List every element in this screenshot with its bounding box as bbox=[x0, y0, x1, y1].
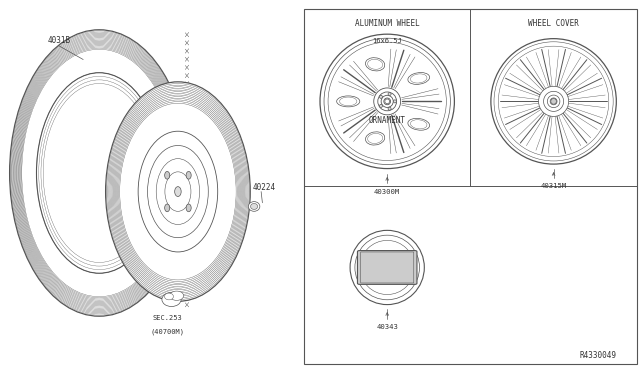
Ellipse shape bbox=[381, 95, 393, 108]
Ellipse shape bbox=[186, 204, 191, 212]
Ellipse shape bbox=[164, 293, 173, 300]
Text: 16x6.5J: 16x6.5J bbox=[372, 38, 402, 44]
Ellipse shape bbox=[543, 92, 564, 111]
Ellipse shape bbox=[360, 240, 414, 295]
Ellipse shape bbox=[394, 100, 396, 103]
Ellipse shape bbox=[380, 105, 383, 108]
Ellipse shape bbox=[538, 86, 569, 116]
Ellipse shape bbox=[162, 292, 181, 307]
Ellipse shape bbox=[170, 291, 184, 301]
Text: 40300M: 40300M bbox=[374, 189, 401, 195]
Ellipse shape bbox=[164, 204, 170, 212]
FancyBboxPatch shape bbox=[357, 251, 417, 284]
Ellipse shape bbox=[551, 99, 556, 104]
Ellipse shape bbox=[408, 73, 429, 84]
Ellipse shape bbox=[550, 98, 557, 105]
Text: WHEEL COVER: WHEEL COVER bbox=[528, 19, 579, 28]
Ellipse shape bbox=[156, 158, 200, 225]
Ellipse shape bbox=[494, 42, 613, 161]
Bar bbox=[304, 9, 637, 364]
Ellipse shape bbox=[388, 93, 391, 96]
Ellipse shape bbox=[408, 118, 429, 130]
Ellipse shape bbox=[337, 96, 360, 107]
Ellipse shape bbox=[365, 58, 385, 71]
Ellipse shape bbox=[175, 187, 181, 196]
Ellipse shape bbox=[164, 171, 170, 179]
Ellipse shape bbox=[36, 73, 162, 273]
Text: R4330049: R4330049 bbox=[580, 351, 617, 360]
Ellipse shape bbox=[384, 98, 390, 105]
Text: SEC.253: SEC.253 bbox=[153, 315, 182, 321]
Ellipse shape bbox=[138, 131, 218, 252]
Ellipse shape bbox=[388, 107, 391, 110]
Ellipse shape bbox=[328, 42, 446, 160]
Ellipse shape bbox=[10, 30, 189, 316]
Ellipse shape bbox=[355, 235, 419, 300]
FancyBboxPatch shape bbox=[361, 252, 414, 283]
Ellipse shape bbox=[106, 82, 250, 301]
Ellipse shape bbox=[165, 172, 191, 211]
Text: ORNAMENT: ORNAMENT bbox=[369, 116, 406, 125]
Ellipse shape bbox=[320, 34, 454, 169]
Ellipse shape bbox=[380, 95, 383, 98]
Ellipse shape bbox=[378, 92, 397, 111]
Ellipse shape bbox=[186, 171, 191, 179]
Text: 40300M: 40300M bbox=[157, 111, 186, 120]
Ellipse shape bbox=[365, 132, 385, 145]
Ellipse shape bbox=[251, 203, 258, 209]
Ellipse shape bbox=[248, 202, 260, 211]
Ellipse shape bbox=[547, 95, 560, 108]
Text: (40700M): (40700M) bbox=[150, 328, 185, 335]
Ellipse shape bbox=[374, 88, 401, 115]
Ellipse shape bbox=[385, 99, 390, 104]
Text: 40224: 40224 bbox=[253, 183, 276, 192]
Text: ALUMINUM WHEEL: ALUMINUM WHEEL bbox=[355, 19, 420, 28]
Ellipse shape bbox=[350, 230, 424, 305]
Ellipse shape bbox=[491, 39, 616, 164]
Text: 40315M: 40315M bbox=[540, 183, 567, 189]
Text: 40343: 40343 bbox=[376, 324, 398, 330]
Ellipse shape bbox=[324, 38, 451, 164]
Text: 4031B: 4031B bbox=[47, 36, 70, 45]
Ellipse shape bbox=[499, 46, 609, 157]
Ellipse shape bbox=[148, 145, 208, 238]
Text: NISSAN: NISSAN bbox=[378, 265, 397, 270]
